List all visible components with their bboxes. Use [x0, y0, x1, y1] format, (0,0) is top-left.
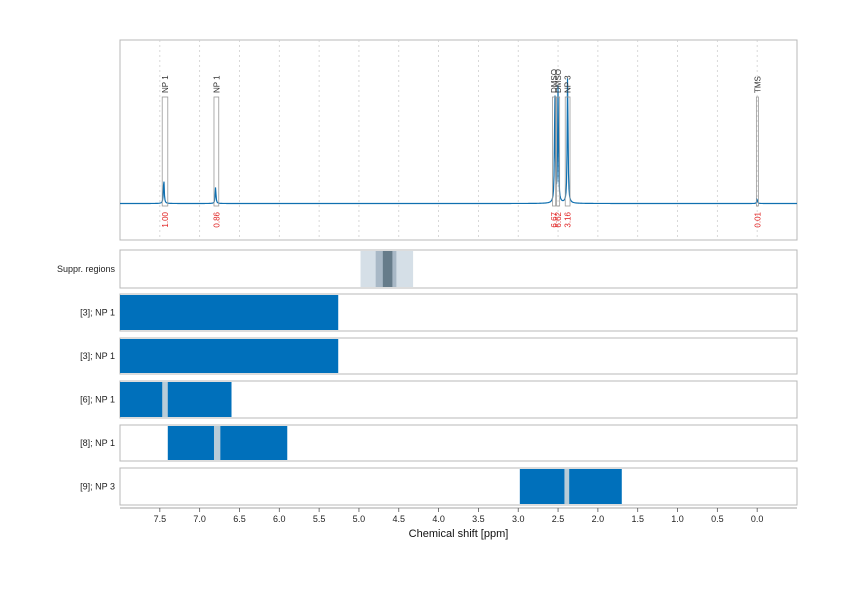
x-tick-label: 1.5 [631, 514, 644, 524]
region-row-label: [3]; NP 1 [80, 308, 115, 318]
region-bar [120, 382, 232, 417]
integration-value: 6.62 [554, 211, 563, 227]
x-tick-label: 7.0 [193, 514, 206, 524]
x-axis-label: Chemical shift [ppm] [409, 528, 509, 540]
spectrum-frame [119, 39, 798, 241]
region-gap [162, 382, 168, 417]
region-gap [564, 469, 570, 504]
integration-value: 3.16 [564, 211, 573, 227]
peak-label: NP 1 [212, 75, 221, 93]
peak-annotation-box [564, 96, 571, 207]
x-tick-label: 6.5 [233, 514, 246, 524]
x-tick-label: 6.0 [273, 514, 286, 524]
peak-annotation-box [213, 96, 220, 207]
x-axis: 7.5 7.0 6.5 6.0 5.5 5.0 4.5 4.0 3.5 3.0 2.5 2.0 1.5 1… [120, 507, 797, 524]
peak-label: DMSO [550, 69, 559, 93]
region-row-frame [119, 467, 798, 506]
x-tick-label: 4.5 [393, 514, 406, 524]
integration-value: 0.86 [212, 211, 221, 227]
spectrum-line [120, 78, 797, 205]
x-tick-label: 4.0 [432, 514, 445, 524]
region-bar [120, 295, 339, 330]
region-row-frame [119, 249, 798, 289]
x-tick-label: 3.5 [472, 514, 485, 524]
x-tick-label: 2.0 [592, 514, 605, 524]
peak-annotation-box [755, 96, 759, 207]
x-tick-label: 2.5 [552, 514, 565, 524]
x-tick-label: 7.5 [154, 514, 167, 524]
integration-value: 6.67 [550, 211, 559, 227]
region-bar [167, 426, 288, 460]
peak-label: DMSO [554, 69, 563, 93]
peak-label: NP 1 [161, 75, 170, 93]
x-tick-label: 0.5 [711, 514, 724, 524]
peak-label: NP 3 [564, 75, 573, 93]
x-tick-label: 0.0 [751, 514, 764, 524]
region-row-frame [119, 380, 798, 419]
region-gap [213, 426, 221, 460]
region-row-label: [3]; NP 1 [80, 351, 115, 361]
region-row-label: [9]; NP 3 [80, 482, 115, 492]
region-bar [120, 339, 339, 373]
peak-annotation-box [552, 96, 557, 207]
x-tick-label: 5.5 [313, 514, 326, 524]
x-tick-label: 5.0 [353, 514, 366, 524]
peak-annotation-box [161, 96, 169, 207]
region-row-label: Suppr. regions [57, 264, 116, 274]
integration-value: 0.01 [753, 211, 762, 227]
region-rows-panel: Suppr. regions [3]; NP 1 [3]; NP 1 [6]; NP … [57, 249, 798, 506]
x-tick-label: 3.0 [512, 514, 525, 524]
spectrum-panel: NP 1 1.00 NP 1 0.86 DMSO 6.67 DMSO 6.62 NP 3 3.16… [119, 39, 798, 241]
region-row-label: [8]; NP 1 [80, 438, 115, 448]
peak-annotation-box [556, 96, 561, 207]
suppression-region [382, 251, 393, 287]
peak-label: TMS [753, 76, 762, 93]
region-bar [519, 469, 622, 504]
x-tick-label: 1.0 [671, 514, 684, 524]
integration-value: 1.00 [161, 211, 170, 227]
region-row-label: [6]; NP 1 [80, 395, 115, 405]
